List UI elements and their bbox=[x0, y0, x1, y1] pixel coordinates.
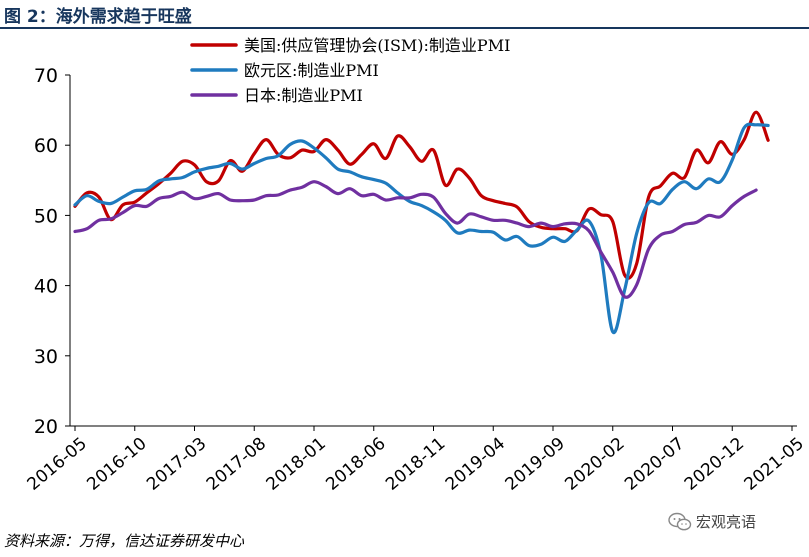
legend-label-japan: 日本:制造业PMI bbox=[244, 86, 363, 105]
x-tick-label: 2018-01 bbox=[263, 434, 330, 495]
watermark-text: 宏观亮语 bbox=[696, 513, 757, 531]
y-tick-label: 70 bbox=[34, 65, 58, 87]
x-tick-label: 2021-05 bbox=[741, 434, 808, 495]
y-tick-label: 40 bbox=[34, 276, 58, 298]
x-tick-label: 2016-05 bbox=[24, 434, 91, 495]
x-tick-label: 2020-12 bbox=[681, 434, 748, 495]
x-tick-label: 2017-03 bbox=[143, 434, 210, 495]
legend: 美国:供应管理协会(ISM):制造业PMI 欧元区:制造业PMI 日本:制造业PMI bbox=[190, 36, 510, 105]
wechat-icon bbox=[668, 512, 692, 530]
y-tick-label: 20 bbox=[34, 416, 58, 438]
x-tick-label: 2019-09 bbox=[502, 434, 569, 495]
legend-label-usa: 美国:供应管理协会(ISM):制造业PMI bbox=[244, 36, 510, 55]
y-tick-label: 60 bbox=[34, 135, 58, 157]
x-tick-label: 2016-10 bbox=[83, 434, 150, 495]
watermark: 宏观亮语 bbox=[668, 511, 756, 532]
x-tick-label: 2020-02 bbox=[561, 434, 628, 495]
title-divider bbox=[0, 27, 809, 29]
legend-label-euro: 欧元区:制造业PMI bbox=[244, 61, 379, 80]
x-tick-label: 2018-11 bbox=[382, 434, 449, 495]
x-tick-label: 2017-08 bbox=[203, 434, 270, 495]
y-tick-label: 30 bbox=[34, 346, 58, 368]
source-note: 资料来源：万得，信达证券研发中心 bbox=[4, 532, 245, 550]
series-line-euro bbox=[73, 122, 770, 335]
y-tick-label: 50 bbox=[34, 205, 58, 227]
y-tick-labels: 20 30 40 50 60 70 bbox=[34, 65, 58, 438]
figure-title: 图 2：海外需求趋于旺盛 bbox=[4, 7, 192, 27]
x-tick-label: 2019-04 bbox=[442, 434, 509, 495]
series-line-usa bbox=[73, 110, 770, 280]
x-tick-label: 2020-07 bbox=[621, 434, 688, 495]
x-tick-label: 2018-06 bbox=[322, 434, 389, 495]
series-line-japan bbox=[73, 180, 758, 299]
axes bbox=[65, 74, 797, 431]
x-tick-labels: 2016-052016-102017-032017-082018-012018-… bbox=[24, 434, 808, 495]
series-lines bbox=[73, 110, 770, 335]
